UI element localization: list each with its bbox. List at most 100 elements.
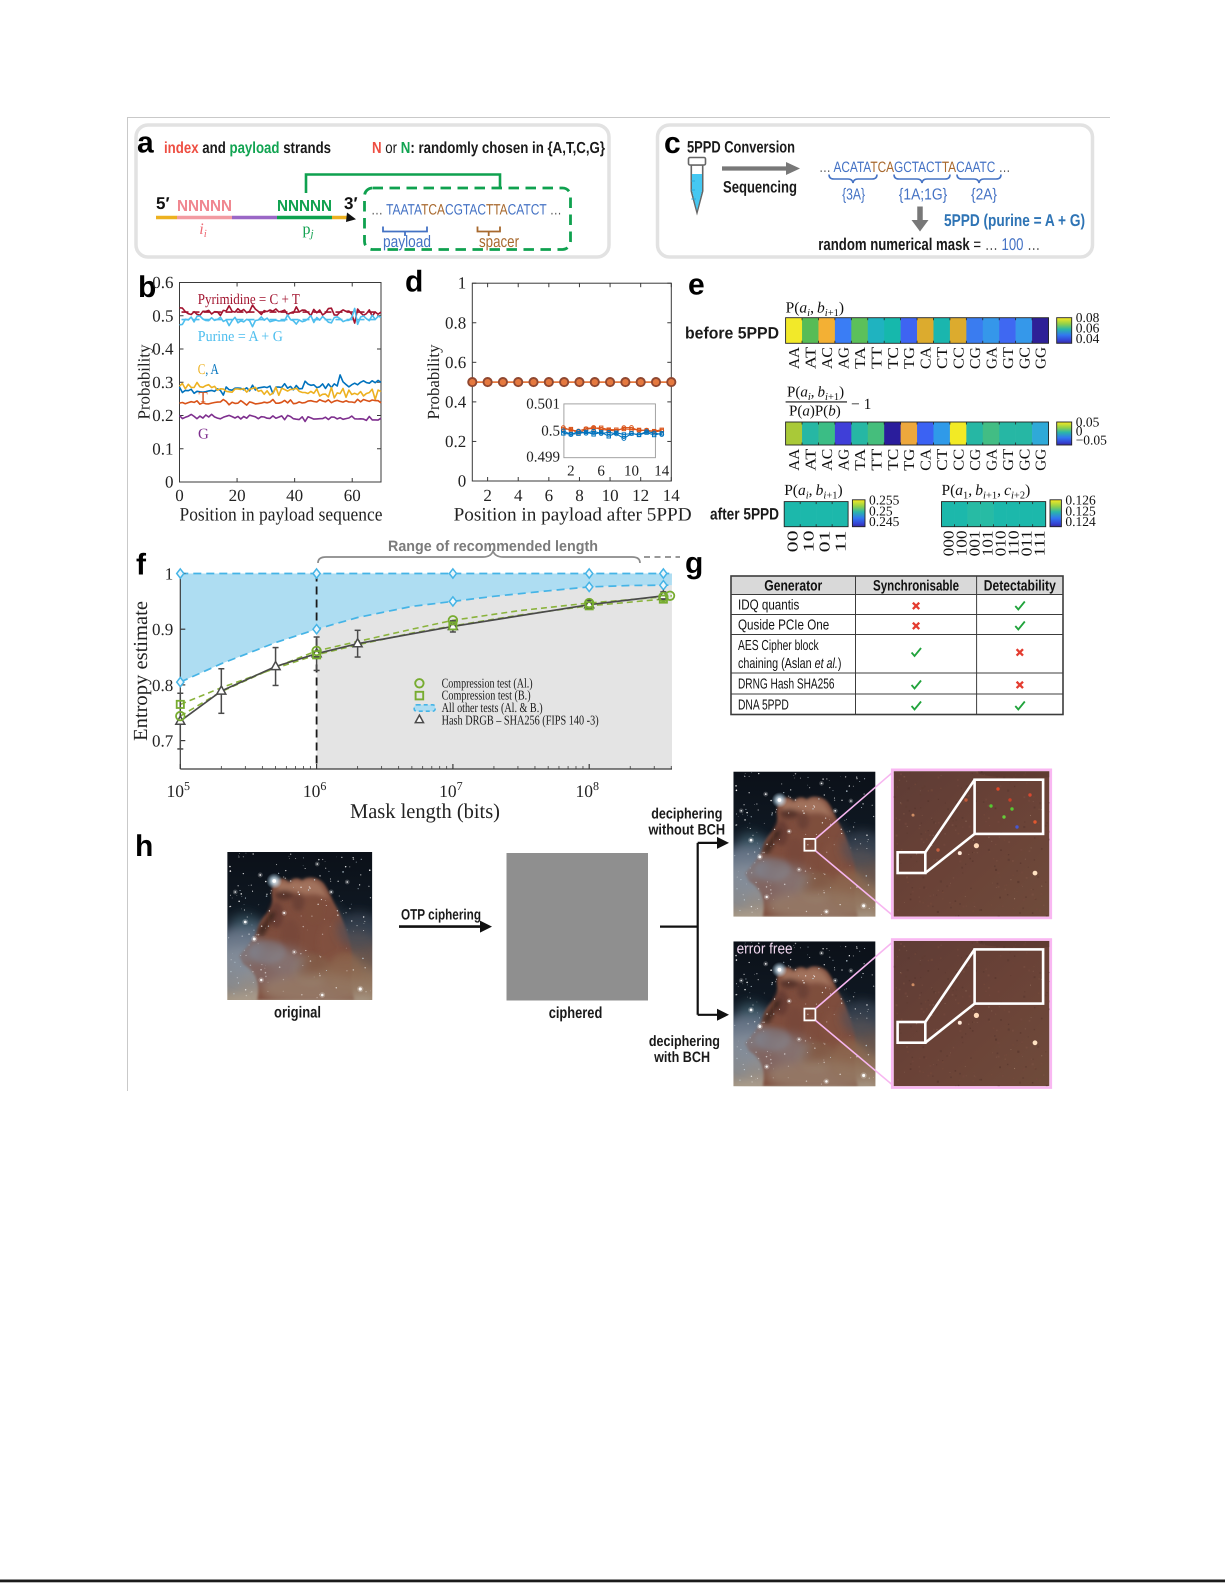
svg-text:106: 106 <box>303 779 327 801</box>
svg-text:14: 14 <box>654 464 670 480</box>
svg-text:All other tests (Al. & B.): All other tests (Al. & B.) <box>442 700 543 715</box>
svg-text:DRNG Hash SHA256: DRNG Hash SHA256 <box>738 677 834 693</box>
svg-text:b: b <box>138 271 156 304</box>
svg-text:5PPD (purine = A + G): 5PPD (purine = A + G) <box>944 211 1085 230</box>
svg-text:TA: TA <box>853 347 869 369</box>
svg-text:0: 0 <box>458 472 467 491</box>
svg-text:10: 10 <box>802 530 818 552</box>
svg-text:Sequencing: Sequencing <box>723 179 797 197</box>
svg-text:001: 001 <box>968 530 984 556</box>
svg-text:chaining (Aslan et al.): chaining (Aslan et al.) <box>738 656 842 672</box>
svg-text:0.4: 0.4 <box>445 392 467 411</box>
svg-text:Position in payload after 5PPD: Position in payload after 5PPD <box>454 505 692 526</box>
svg-text:111: 111 <box>1033 530 1049 556</box>
svg-text:GG: GG <box>1034 347 1050 369</box>
svg-text:1: 1 <box>165 565 174 584</box>
svg-text:OTP ciphering: OTP ciphering <box>401 907 481 924</box>
svg-text:AA: AA <box>787 449 803 471</box>
svg-text:0.08: 0.08 <box>1076 310 1100 325</box>
svg-text:0.2: 0.2 <box>445 432 466 451</box>
svg-text:2: 2 <box>483 486 492 505</box>
svg-text:P(ai, bi+1): P(ai, bi+1) <box>787 385 844 404</box>
svg-text:DNA 5PPD: DNA 5PPD <box>738 698 789 714</box>
svg-text:Pyrimidine = C + T: Pyrimidine = C + T <box>198 292 300 308</box>
svg-text:N or N: randomly chosen in {A,: N or N: randomly chosen in {A,T,C,G} <box>372 140 605 157</box>
svg-text:3′: 3′ <box>344 194 358 213</box>
svg-text:{3A}: {3A} <box>842 187 865 204</box>
svg-text:0.8: 0.8 <box>152 676 173 695</box>
svg-text:GC: GC <box>1017 347 1033 369</box>
svg-text:0.1: 0.1 <box>152 439 173 458</box>
svg-text:NNNNN: NNNNN <box>277 198 332 215</box>
svg-text:AES Cipher block: AES Cipher block <box>738 638 819 654</box>
svg-text:0.255: 0.255 <box>869 492 900 507</box>
svg-text:0: 0 <box>1076 424 1083 439</box>
svg-text:CC: CC <box>952 449 968 471</box>
svg-text:12: 12 <box>632 486 649 505</box>
svg-text:6: 6 <box>597 464 605 480</box>
svg-text:0.7: 0.7 <box>152 732 174 751</box>
svg-text:0: 0 <box>175 486 184 505</box>
svg-text:CT: CT <box>935 449 951 471</box>
svg-text:AG: AG <box>837 449 853 471</box>
svg-text:TC: TC <box>886 449 902 471</box>
svg-text:AA: AA <box>787 347 803 369</box>
svg-text:f: f <box>136 549 147 582</box>
svg-text:0.04: 0.04 <box>1076 331 1100 346</box>
svg-text:NNNNN: NNNNN <box>177 198 232 215</box>
svg-text:Position in payload sequence: Position in payload sequence <box>180 505 383 526</box>
svg-text:Detectability: Detectability <box>984 578 1057 595</box>
svg-text:P(a)P(b): P(a)P(b) <box>789 404 841 420</box>
svg-text:5′: 5′ <box>156 194 170 213</box>
svg-text:GT: GT <box>1001 347 1017 369</box>
svg-text:CG: CG <box>968 449 984 471</box>
svg-text:10: 10 <box>602 486 619 505</box>
svg-text:after 5PPD: after 5PPD <box>710 506 779 524</box>
svg-text:GA: GA <box>984 347 1000 369</box>
svg-text:Generator: Generator <box>764 578 822 595</box>
svg-text:index and payload strands: index and payload strands <box>164 140 331 157</box>
svg-text:0.501: 0.501 <box>526 397 560 413</box>
svg-text:0.125: 0.125 <box>1065 503 1096 518</box>
svg-text:Mask length (bits): Mask length (bits) <box>350 799 500 823</box>
svg-text:0.245: 0.245 <box>869 514 900 529</box>
svg-text:11: 11 <box>834 530 850 552</box>
svg-text:0.06: 0.06 <box>1076 321 1100 336</box>
svg-text:8: 8 <box>575 486 584 505</box>
svg-text:AC: AC <box>820 449 836 471</box>
svg-text:P(a1, bi+1, ci+2): P(a1, bi+1, ci+2) <box>942 482 1031 502</box>
svg-text:2: 2 <box>567 464 575 480</box>
svg-text:107: 107 <box>439 779 463 801</box>
svg-text:CA: CA <box>919 347 935 369</box>
svg-text:01: 01 <box>818 530 834 552</box>
svg-text:Purine = A + G: Purine = A + G <box>198 329 283 345</box>
svg-text:Quside PCIe One: Quside PCIe One <box>738 618 829 634</box>
svg-text:ciphered: ciphered <box>549 1005 603 1022</box>
svg-text:4: 4 <box>514 486 523 505</box>
svg-text:GT: GT <box>1001 449 1017 471</box>
svg-text:… TAATATCACGTACTTACATCT …: … TAATATCACGTACTTACATCT … <box>371 202 562 219</box>
svg-text:deciphering: deciphering <box>649 1033 720 1050</box>
svg-text:011: 011 <box>1020 530 1036 556</box>
svg-text:105: 105 <box>167 779 191 801</box>
svg-text:g: g <box>685 547 703 580</box>
svg-text:TA: TA <box>853 449 869 471</box>
svg-text:GC: GC <box>1017 449 1033 471</box>
svg-text:Compression test (B.): Compression test (B.) <box>442 688 531 703</box>
svg-text:IDQ quantis: IDQ quantis <box>738 598 799 614</box>
svg-text:100: 100 <box>954 530 970 556</box>
svg-text:0.6: 0.6 <box>152 273 173 292</box>
svg-text:010: 010 <box>994 530 1010 556</box>
svg-text:Range of recommended length: Range of recommended length <box>388 538 598 555</box>
svg-text:original: original <box>274 1005 321 1022</box>
svg-text:110: 110 <box>1007 530 1023 556</box>
svg-text:TG: TG <box>902 449 918 471</box>
svg-text:P(ai, bi+1): P(ai, bi+1) <box>786 300 844 320</box>
svg-text:0.6: 0.6 <box>445 353 466 372</box>
svg-text:with BCH: with BCH <box>653 1049 710 1066</box>
svg-text:GA: GA <box>984 449 1000 471</box>
svg-text:x: x <box>0 0 2 1</box>
svg-text:AT: AT <box>804 449 820 471</box>
svg-text:TC: TC <box>886 347 902 369</box>
svg-text:1: 1 <box>458 274 467 293</box>
